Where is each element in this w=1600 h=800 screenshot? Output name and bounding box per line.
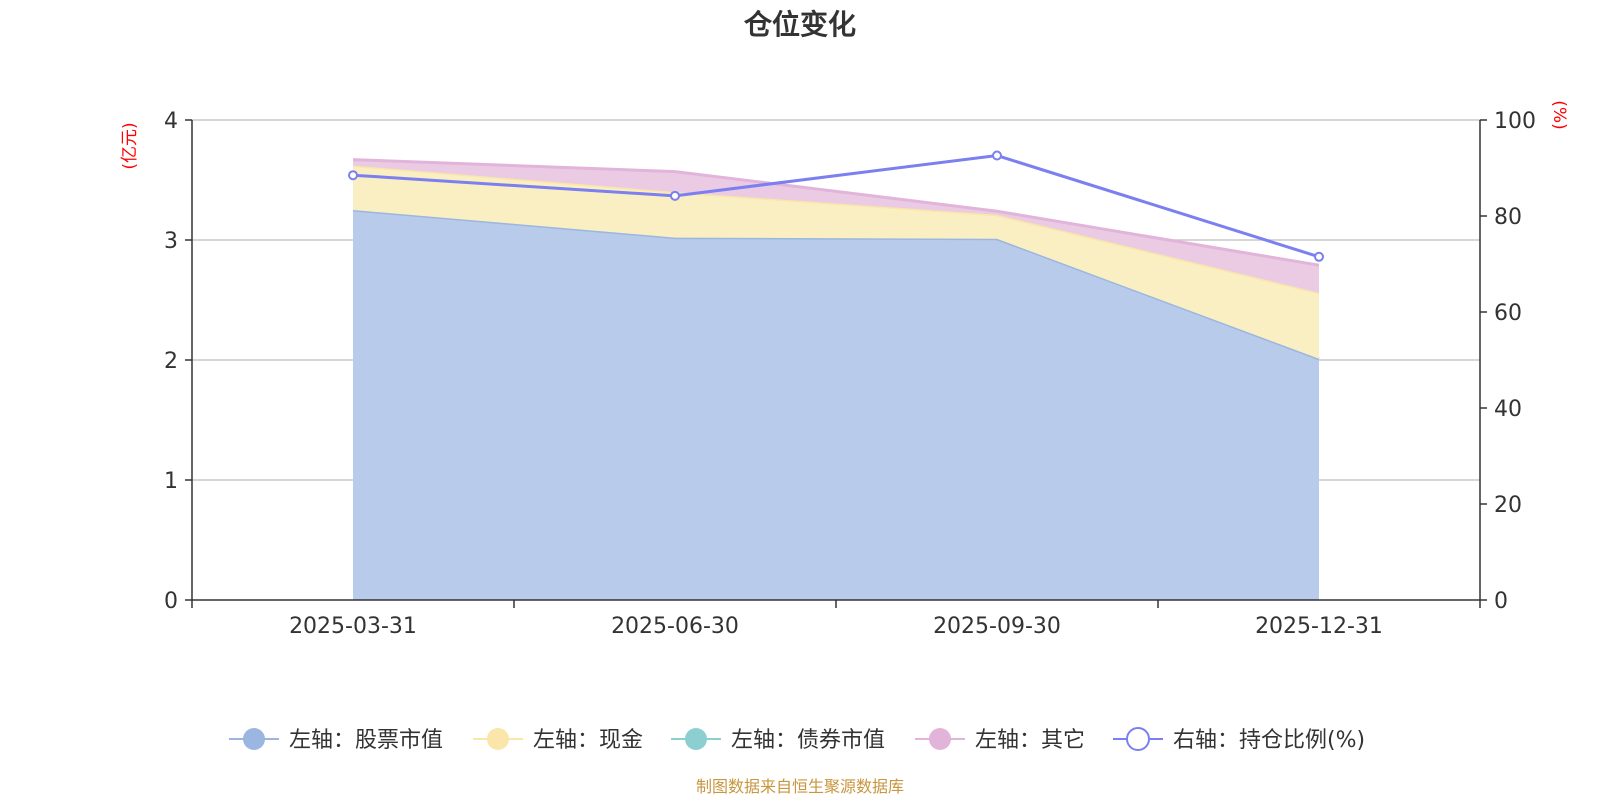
legend-item[interactable]: 左轴：现金 (473, 728, 643, 753)
right-axis-tick-label: 60 (1494, 301, 1522, 326)
right-axis-tick-label: 20 (1494, 493, 1522, 518)
left-axis-tick-label: 2 (164, 349, 178, 374)
ratio-line (348, 150, 1324, 262)
left-axis-unit: (亿元) (120, 122, 140, 169)
left-axis-tick-label: 0 (164, 589, 178, 614)
left-axis-tick-label: 3 (164, 229, 178, 254)
area-3 (353, 159, 1319, 293)
legend-label: 左轴：现金 (533, 728, 643, 753)
ratio-line-path (352, 153, 1320, 259)
ratio-point (1314, 251, 1324, 262)
legend-marker-icon (685, 728, 707, 750)
legend-label: 左轴：债券市值 (731, 728, 885, 753)
area-1 (353, 165, 1319, 359)
legend-label: 左轴：其它 (975, 728, 1085, 753)
legend-marker-icon (487, 728, 509, 750)
ratio-point (992, 150, 1002, 161)
legend-marker-icon (929, 728, 951, 750)
stacked-areas (352, 158, 1320, 600)
right-axis-tick-label: 80 (1494, 205, 1522, 230)
x-axis-tick-label: 2025-03-31 (289, 614, 417, 639)
area-0 (353, 210, 1319, 600)
right-axis-tick-label: 0 (1494, 589, 1508, 614)
x-axis-tick-label: 2025-06-30 (611, 614, 739, 639)
legend-label: 右轴：持仓比例(%) (1173, 728, 1365, 753)
ratio-point (670, 190, 680, 201)
right-axis-tick-label: 100 (1494, 109, 1536, 134)
legend-marker-icon (243, 728, 265, 750)
left-axis-tick-label: 1 (164, 469, 178, 494)
left-axis-tick-label: 4 (164, 109, 178, 134)
legend-label: 左轴：股票市值 (289, 728, 443, 753)
area-edge-3 (352, 158, 1320, 267)
legend-marker-hollow-icon (1126, 727, 1150, 751)
x-axis-tick-label: 2025-12-31 (1255, 614, 1383, 639)
data-source-note: 制图数据来自恒生聚源数据库 (696, 777, 904, 796)
legend: 左轴：股票市值 左轴：现金 左轴：债券市值 左轴：其它 右轴：持仓比例(%) (229, 727, 1365, 753)
legend-item[interactable]: 左轴：股票市值 (229, 728, 443, 753)
legend-item[interactable]: 左轴：其它 (915, 728, 1085, 753)
right-axis-tick-label: 40 (1494, 397, 1522, 422)
right-axis-unit: (%) (1549, 100, 1569, 129)
chart-title: 仓位变化 (744, 8, 856, 41)
legend-item[interactable]: 左轴：债券市值 (671, 728, 885, 753)
x-axis-tick-label: 2025-09-30 (933, 614, 1061, 639)
legend-item[interactable]: 右轴：持仓比例(%) (1113, 727, 1365, 753)
ratio-point (348, 170, 358, 181)
